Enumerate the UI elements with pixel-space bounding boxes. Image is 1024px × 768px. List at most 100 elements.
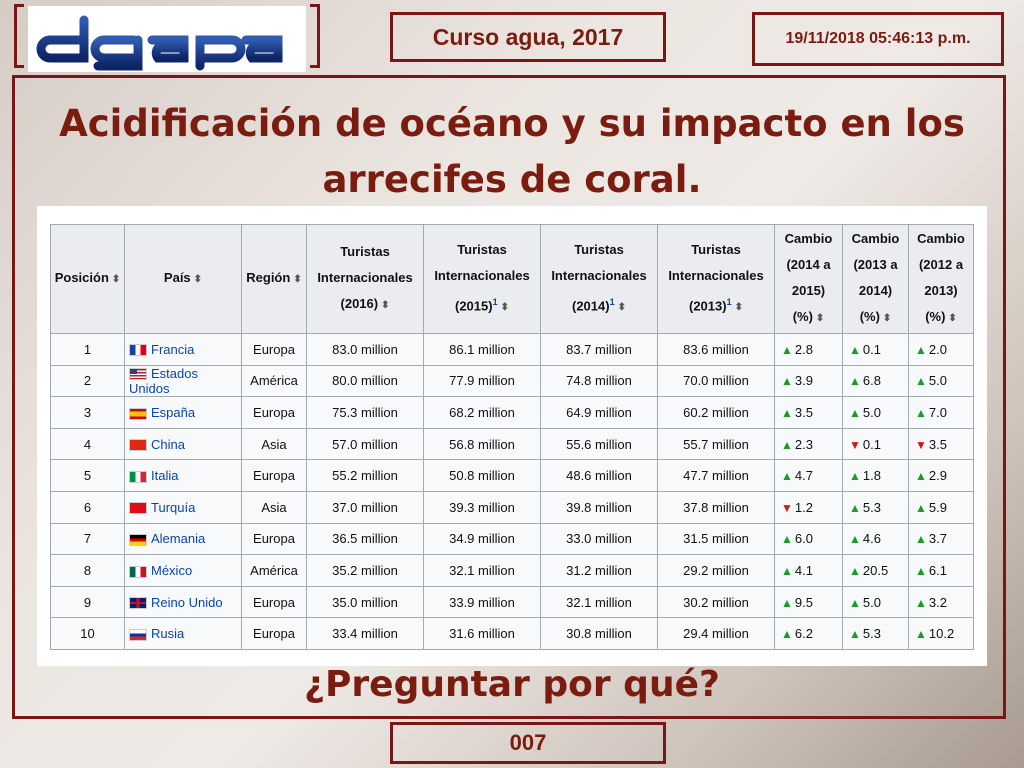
column-header[interactable]: Región ⬍ (241, 224, 307, 334)
country-link[interactable]: Francia (151, 341, 195, 357)
down-arrow-icon: ▼ (781, 500, 793, 515)
cell-tourists-2014: 32.1 million (540, 585, 658, 619)
cell-change-2013-2014: ▲ 5.3 (842, 490, 909, 524)
cell-tourists-2014: 33.0 million (540, 522, 658, 556)
table-row: 3 España Europa 75.3 million 68.2 million 64.… (50, 396, 974, 429)
tourism-table: Posición ⬍ País ⬍ Región ⬍ Turistas Internacio… (50, 224, 974, 650)
country-link[interactable]: Turquía (151, 499, 196, 515)
question-text: ¿Preguntar por qué? (304, 664, 720, 705)
flag-us-icon (129, 368, 147, 381)
country-link[interactable]: España (151, 404, 196, 420)
cell-country: China (124, 427, 242, 461)
country-link[interactable]: Alemania (151, 531, 206, 547)
cell-change-2012-2013: ▲ 7.0 (908, 396, 974, 429)
cell-tourists-2016: 55.2 million (306, 459, 424, 492)
change-value: 3.7 (928, 531, 947, 547)
slide-title: Acidificación de océano y su impacto en … (59, 102, 965, 201)
up-arrow-icon: ▲ (915, 532, 927, 547)
column-header-label: Región (246, 270, 291, 285)
cell-tourists-2015: 39.3 million (423, 490, 541, 524)
column-header[interactable]: Turistas Internacionales (2015)1⬍ (423, 224, 541, 334)
cell-tourists-2016: 75.3 million (306, 396, 424, 429)
sort-icon[interactable]: ⬍ (500, 302, 509, 314)
cell-region: América (241, 364, 307, 398)
change-value: 5.0 (862, 404, 881, 420)
cell-tourists-2016: 83.0 million (306, 333, 424, 366)
up-arrow-icon: ▲ (781, 595, 793, 610)
column-header[interactable]: País ⬍ (124, 224, 242, 334)
flag-it-icon (129, 470, 147, 483)
cell-position: 5 (50, 459, 125, 492)
cell-tourists-2015: 34.9 million (423, 522, 541, 556)
column-header[interactable]: Cambio (2012 a 2013) (%) ⬍ (908, 224, 974, 334)
sort-icon[interactable]: ⬍ (293, 274, 302, 285)
up-arrow-icon: ▲ (849, 342, 861, 357)
sort-icon[interactable]: ⬍ (381, 300, 390, 311)
cell-tourists-2016: 37.0 million (306, 490, 424, 524)
column-header-label: Posición (54, 270, 109, 285)
sort-icon[interactable]: ⬍ (617, 302, 626, 314)
sort-icon[interactable]: ⬍ (815, 313, 825, 324)
cell-position: 9 (50, 585, 125, 619)
sort-icon[interactable]: ⬍ (111, 274, 121, 285)
cell-tourists-2014: 31.2 million (540, 554, 658, 587)
footnote-ref[interactable]: 1 (609, 296, 615, 307)
change-value: 7.0 (928, 404, 947, 420)
country-link[interactable]: China (151, 436, 185, 452)
cell-region: Europa (241, 522, 307, 556)
cell-region: Europa (241, 617, 307, 650)
cell-change-2013-2014: ▲ 6.8 (842, 364, 909, 398)
cell-tourists-2013: 30.2 million (657, 585, 775, 619)
cell-change-2012-2013: ▲ 5.0 (908, 364, 974, 398)
footnote-ref[interactable]: 1 (726, 296, 732, 307)
change-value: 6.1 (928, 562, 947, 578)
country-link[interactable]: Rusia (151, 626, 185, 642)
cell-tourists-2013: 70.0 million (657, 364, 775, 398)
sort-icon[interactable]: ⬍ (734, 302, 743, 314)
column-header[interactable]: Turistas Internacionales (2013)1⬍ (657, 224, 775, 334)
sort-icon[interactable]: ⬍ (948, 313, 957, 324)
cell-region: Europa (241, 333, 307, 366)
cell-country: Alemania (124, 522, 242, 556)
country-link[interactable]: Italia (151, 468, 179, 484)
cell-change-2013-2014: ▲ 5.3 (842, 617, 909, 650)
cell-position: 4 (50, 427, 125, 461)
change-value: 6.0 (794, 531, 813, 547)
column-header[interactable]: Cambio (2014 a 2015) (%) ⬍ (774, 224, 843, 334)
cell-tourists-2013: 47.7 million (657, 459, 775, 492)
cell-tourists-2014: 55.6 million (540, 427, 658, 461)
cell-position: 1 (50, 333, 125, 366)
table-row: 8 México América 35.2 million 32.1 million 31… (50, 554, 974, 587)
cell-tourists-2015: 56.8 million (423, 427, 541, 461)
flag-de-icon (129, 533, 147, 546)
flag-fr-icon (129, 344, 147, 357)
column-header-label: Turistas Internacionales (2014) (551, 241, 647, 314)
column-header[interactable]: Posición ⬍ (50, 224, 125, 334)
column-header[interactable]: Turistas Internacionales (2016) ⬍ (306, 224, 424, 334)
logo-area (14, 4, 320, 72)
table-row: 5 Italia Europa 55.2 million 50.8 million 48.… (50, 459, 974, 492)
main-frame (12, 75, 1006, 719)
sort-icon[interactable]: ⬍ (193, 274, 203, 285)
country-link[interactable]: Reino Unido (151, 594, 223, 610)
cell-tourists-2015: 33.9 million (423, 585, 541, 619)
cell-change-2014-2015: ▲ 4.7 (774, 459, 843, 492)
change-value: 4.1 (794, 562, 813, 578)
up-arrow-icon: ▲ (849, 374, 861, 389)
up-arrow-icon: ▲ (781, 405, 793, 420)
up-arrow-icon: ▲ (849, 595, 861, 610)
up-arrow-icon: ▲ (915, 500, 927, 515)
up-arrow-icon: ▲ (781, 627, 793, 642)
sort-icon[interactable]: ⬍ (882, 313, 892, 324)
cell-country: México (124, 554, 242, 587)
cell-region: Europa (241, 585, 307, 619)
dgapa-logo-graphic (36, 15, 297, 71)
footnote-ref[interactable]: 1 (492, 296, 498, 307)
country-link[interactable]: Estados Unidos (129, 365, 198, 396)
column-header[interactable]: Cambio (2013 a 2014) (%) ⬍ (842, 224, 909, 334)
column-header[interactable]: Turistas Internacionales (2014)1⬍ (540, 224, 658, 334)
change-value: 5.0 (862, 594, 881, 610)
country-link[interactable]: México (151, 562, 193, 578)
cell-tourists-2016: 35.0 million (306, 585, 424, 619)
up-arrow-icon: ▲ (781, 437, 793, 452)
